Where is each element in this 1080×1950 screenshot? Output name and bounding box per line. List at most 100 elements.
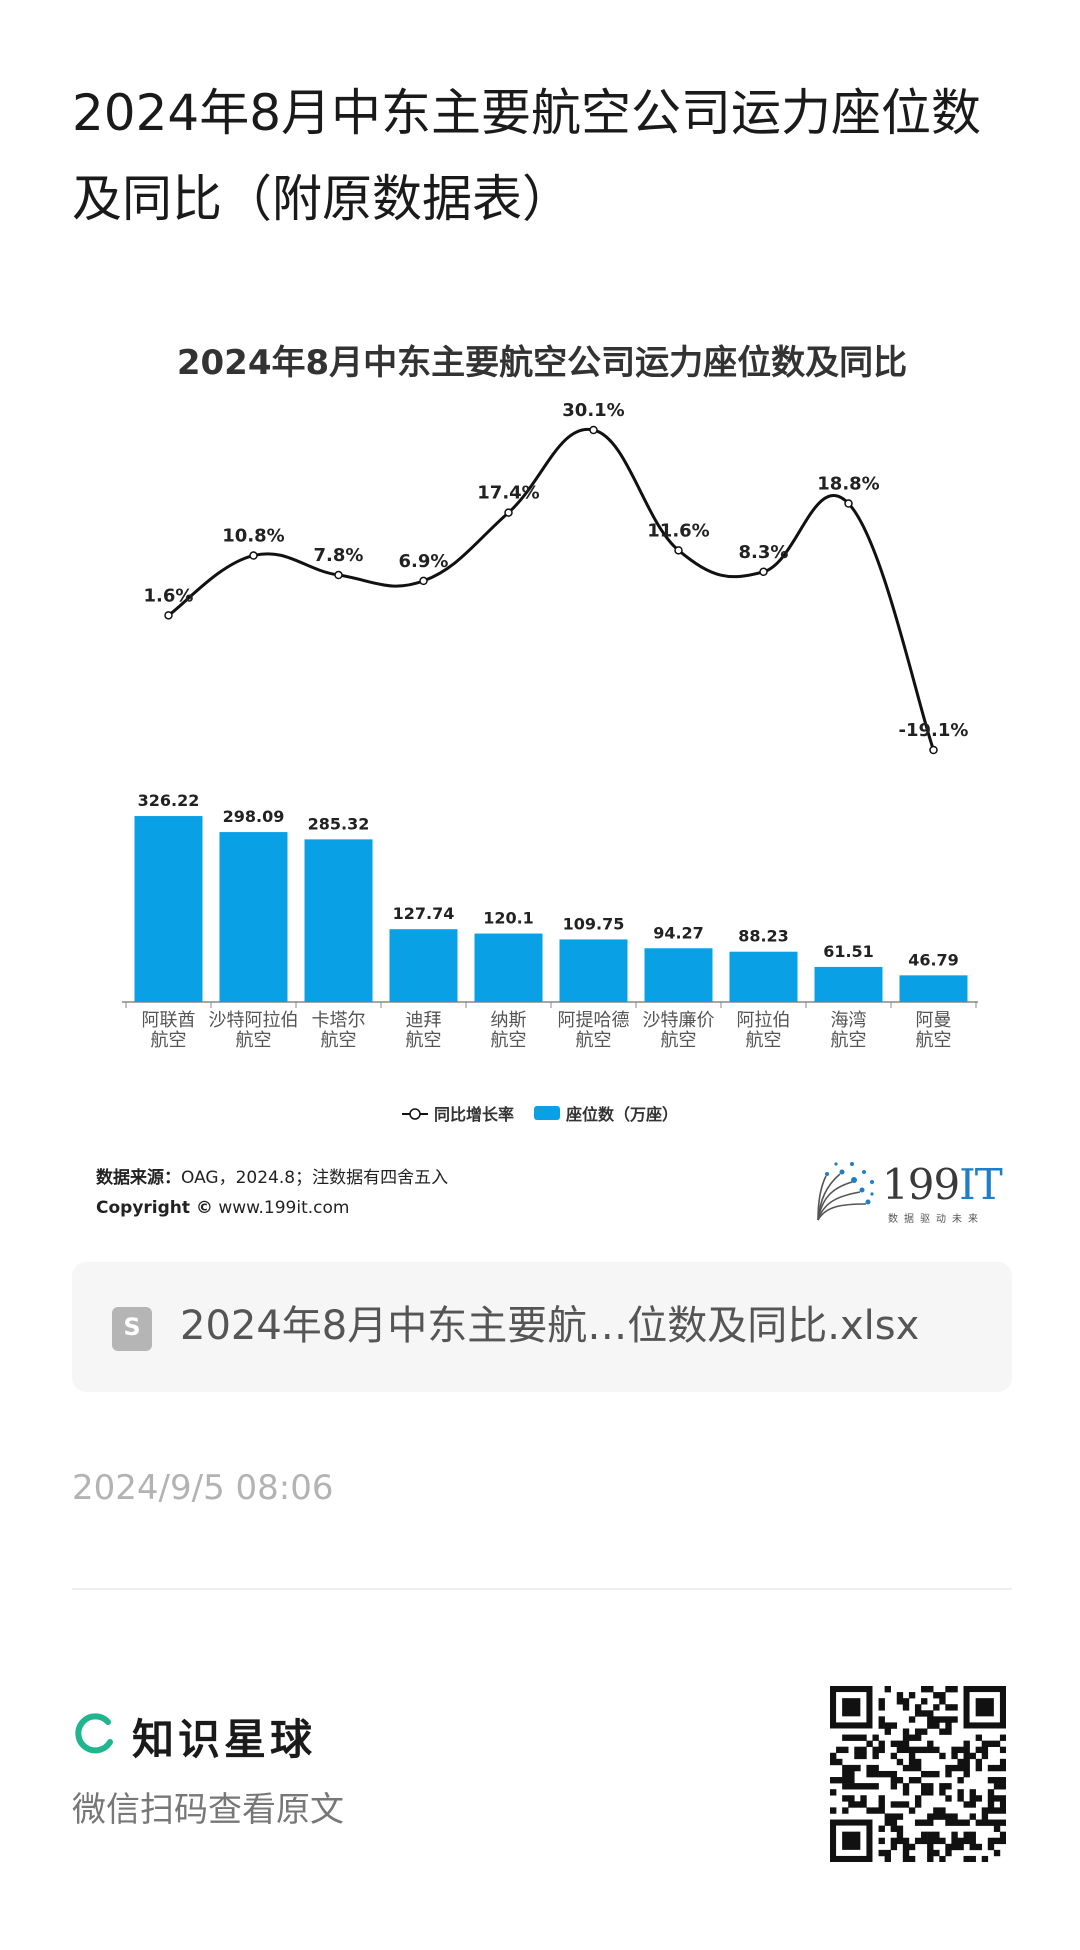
qr-module: [939, 1837, 946, 1845]
category-label-9-line1: 阿曼: [916, 1010, 952, 1031]
qr-module: [908, 1807, 916, 1814]
qr-module: [993, 1819, 1001, 1826]
qr-module: [945, 1783, 952, 1790]
qr-module: [921, 1837, 928, 1845]
category-label-2-line2: 航空: [321, 1030, 357, 1051]
attachment-file-name[interactable]: 2024年8月中东主要航…位数及同比.xlsx: [180, 1303, 920, 1349]
qr-module: [878, 1849, 885, 1857]
growth-point-7: [759, 567, 768, 577]
qr-module: [933, 1770, 940, 1778]
qr-module: [896, 1692, 904, 1699]
qr-module: [854, 1752, 861, 1760]
qr-module: [927, 1710, 934, 1717]
qr-module: [945, 1764, 952, 1772]
qr-module: [842, 1770, 849, 1778]
qr-module: [963, 1758, 970, 1766]
qr-module: [939, 1783, 946, 1790]
qr-code-icon[interactable]: [830, 1686, 1006, 1862]
attachment-file-card[interactable]: 2024年8月中东主要航…位数及同比.xlsx: [72, 1262, 1012, 1392]
growth-point-6: [674, 546, 683, 555]
qr-module: [836, 1758, 843, 1766]
qr-module: [939, 1698, 946, 1705]
bar-label-7: 88.23: [738, 927, 789, 946]
bar-label-4: 120.1: [483, 909, 534, 928]
qr-module: [987, 1789, 995, 1796]
qr-module: [914, 1746, 922, 1754]
qr-module: [878, 1825, 885, 1832]
qr-module: [902, 1704, 910, 1711]
qr-module: [945, 1728, 952, 1735]
qr-module: [981, 1813, 989, 1820]
qr-module: [933, 1692, 940, 1699]
qr-module: [927, 1722, 934, 1729]
qr-module: [921, 1728, 928, 1735]
qr-module: [969, 1752, 976, 1760]
qr-module: [969, 1801, 976, 1808]
qr-module: [878, 1770, 885, 1778]
qr-module: [945, 1819, 952, 1826]
qr-module: [951, 1819, 958, 1826]
qr-module: [933, 1831, 940, 1839]
qr-module: [860, 1801, 867, 1808]
qr-module: [957, 1837, 964, 1845]
bar-3: [389, 929, 458, 1002]
qr-module: [963, 1831, 970, 1839]
category-label-2-line1: 卡塔尔: [312, 1010, 366, 1031]
qr-module: [999, 1746, 1006, 1754]
qr-module: [896, 1746, 904, 1754]
qr-module: [933, 1837, 940, 1845]
qr-module: [842, 1783, 849, 1790]
qr-module: [908, 1777, 916, 1784]
qr-module: [878, 1698, 885, 1705]
qr-module: [908, 1843, 916, 1851]
qr-module: [842, 1795, 849, 1802]
qr-module: [969, 1855, 976, 1862]
qr-module: [945, 1849, 952, 1857]
qr-module: [951, 1746, 958, 1754]
qr-module: [969, 1795, 976, 1802]
qr-module: [884, 1819, 891, 1826]
qr-module: [939, 1692, 946, 1699]
qr-module: [963, 1764, 970, 1772]
qr-module: [921, 1770, 928, 1778]
qr-module: [969, 1837, 976, 1845]
qr-module: [933, 1746, 940, 1754]
qr-module: [872, 1734, 879, 1741]
qr-module: [848, 1801, 855, 1808]
qr-module: [927, 1746, 934, 1754]
qr-module: [939, 1728, 946, 1735]
growth-label-5: 30.1%: [562, 400, 624, 421]
qr-module: [890, 1819, 898, 1826]
qr-module: [914, 1777, 922, 1784]
qr-module: [860, 1752, 867, 1760]
qr-module: [927, 1849, 934, 1857]
qr-module: [951, 1837, 958, 1845]
growth-label-8: 18.8%: [817, 473, 879, 494]
growth-label-6: 11.6%: [647, 520, 709, 541]
qr-module: [842, 1764, 849, 1772]
qr-module: [878, 1807, 885, 1814]
qr-module: [975, 1843, 983, 1851]
qr-module: [878, 1704, 885, 1711]
qr-module: [914, 1734, 922, 1741]
bar-label-8: 61.51: [823, 942, 874, 961]
bar-9: [899, 975, 968, 1002]
chart-source: 数据来源：OAG，2024.8；注数据有四舍五入 Copyright © www…: [96, 1163, 656, 1223]
qr-module: [957, 1795, 964, 1802]
qr-module: [860, 1734, 867, 1741]
qr-module: [927, 1813, 934, 1820]
qr-module: [872, 1746, 879, 1754]
qr-module: [896, 1801, 904, 1808]
qr-module: [872, 1770, 879, 1778]
qr-module: [945, 1770, 952, 1778]
qr-module: [884, 1770, 891, 1778]
growth-label-9: -19.1%: [899, 720, 969, 741]
qr-module: [921, 1698, 928, 1705]
qr-module: [836, 1777, 843, 1784]
qr-module: [927, 1770, 934, 1778]
qr-module: [896, 1758, 904, 1766]
qr-module: [908, 1855, 916, 1862]
qr-module: [945, 1795, 952, 1802]
bar-7: [729, 951, 798, 1002]
